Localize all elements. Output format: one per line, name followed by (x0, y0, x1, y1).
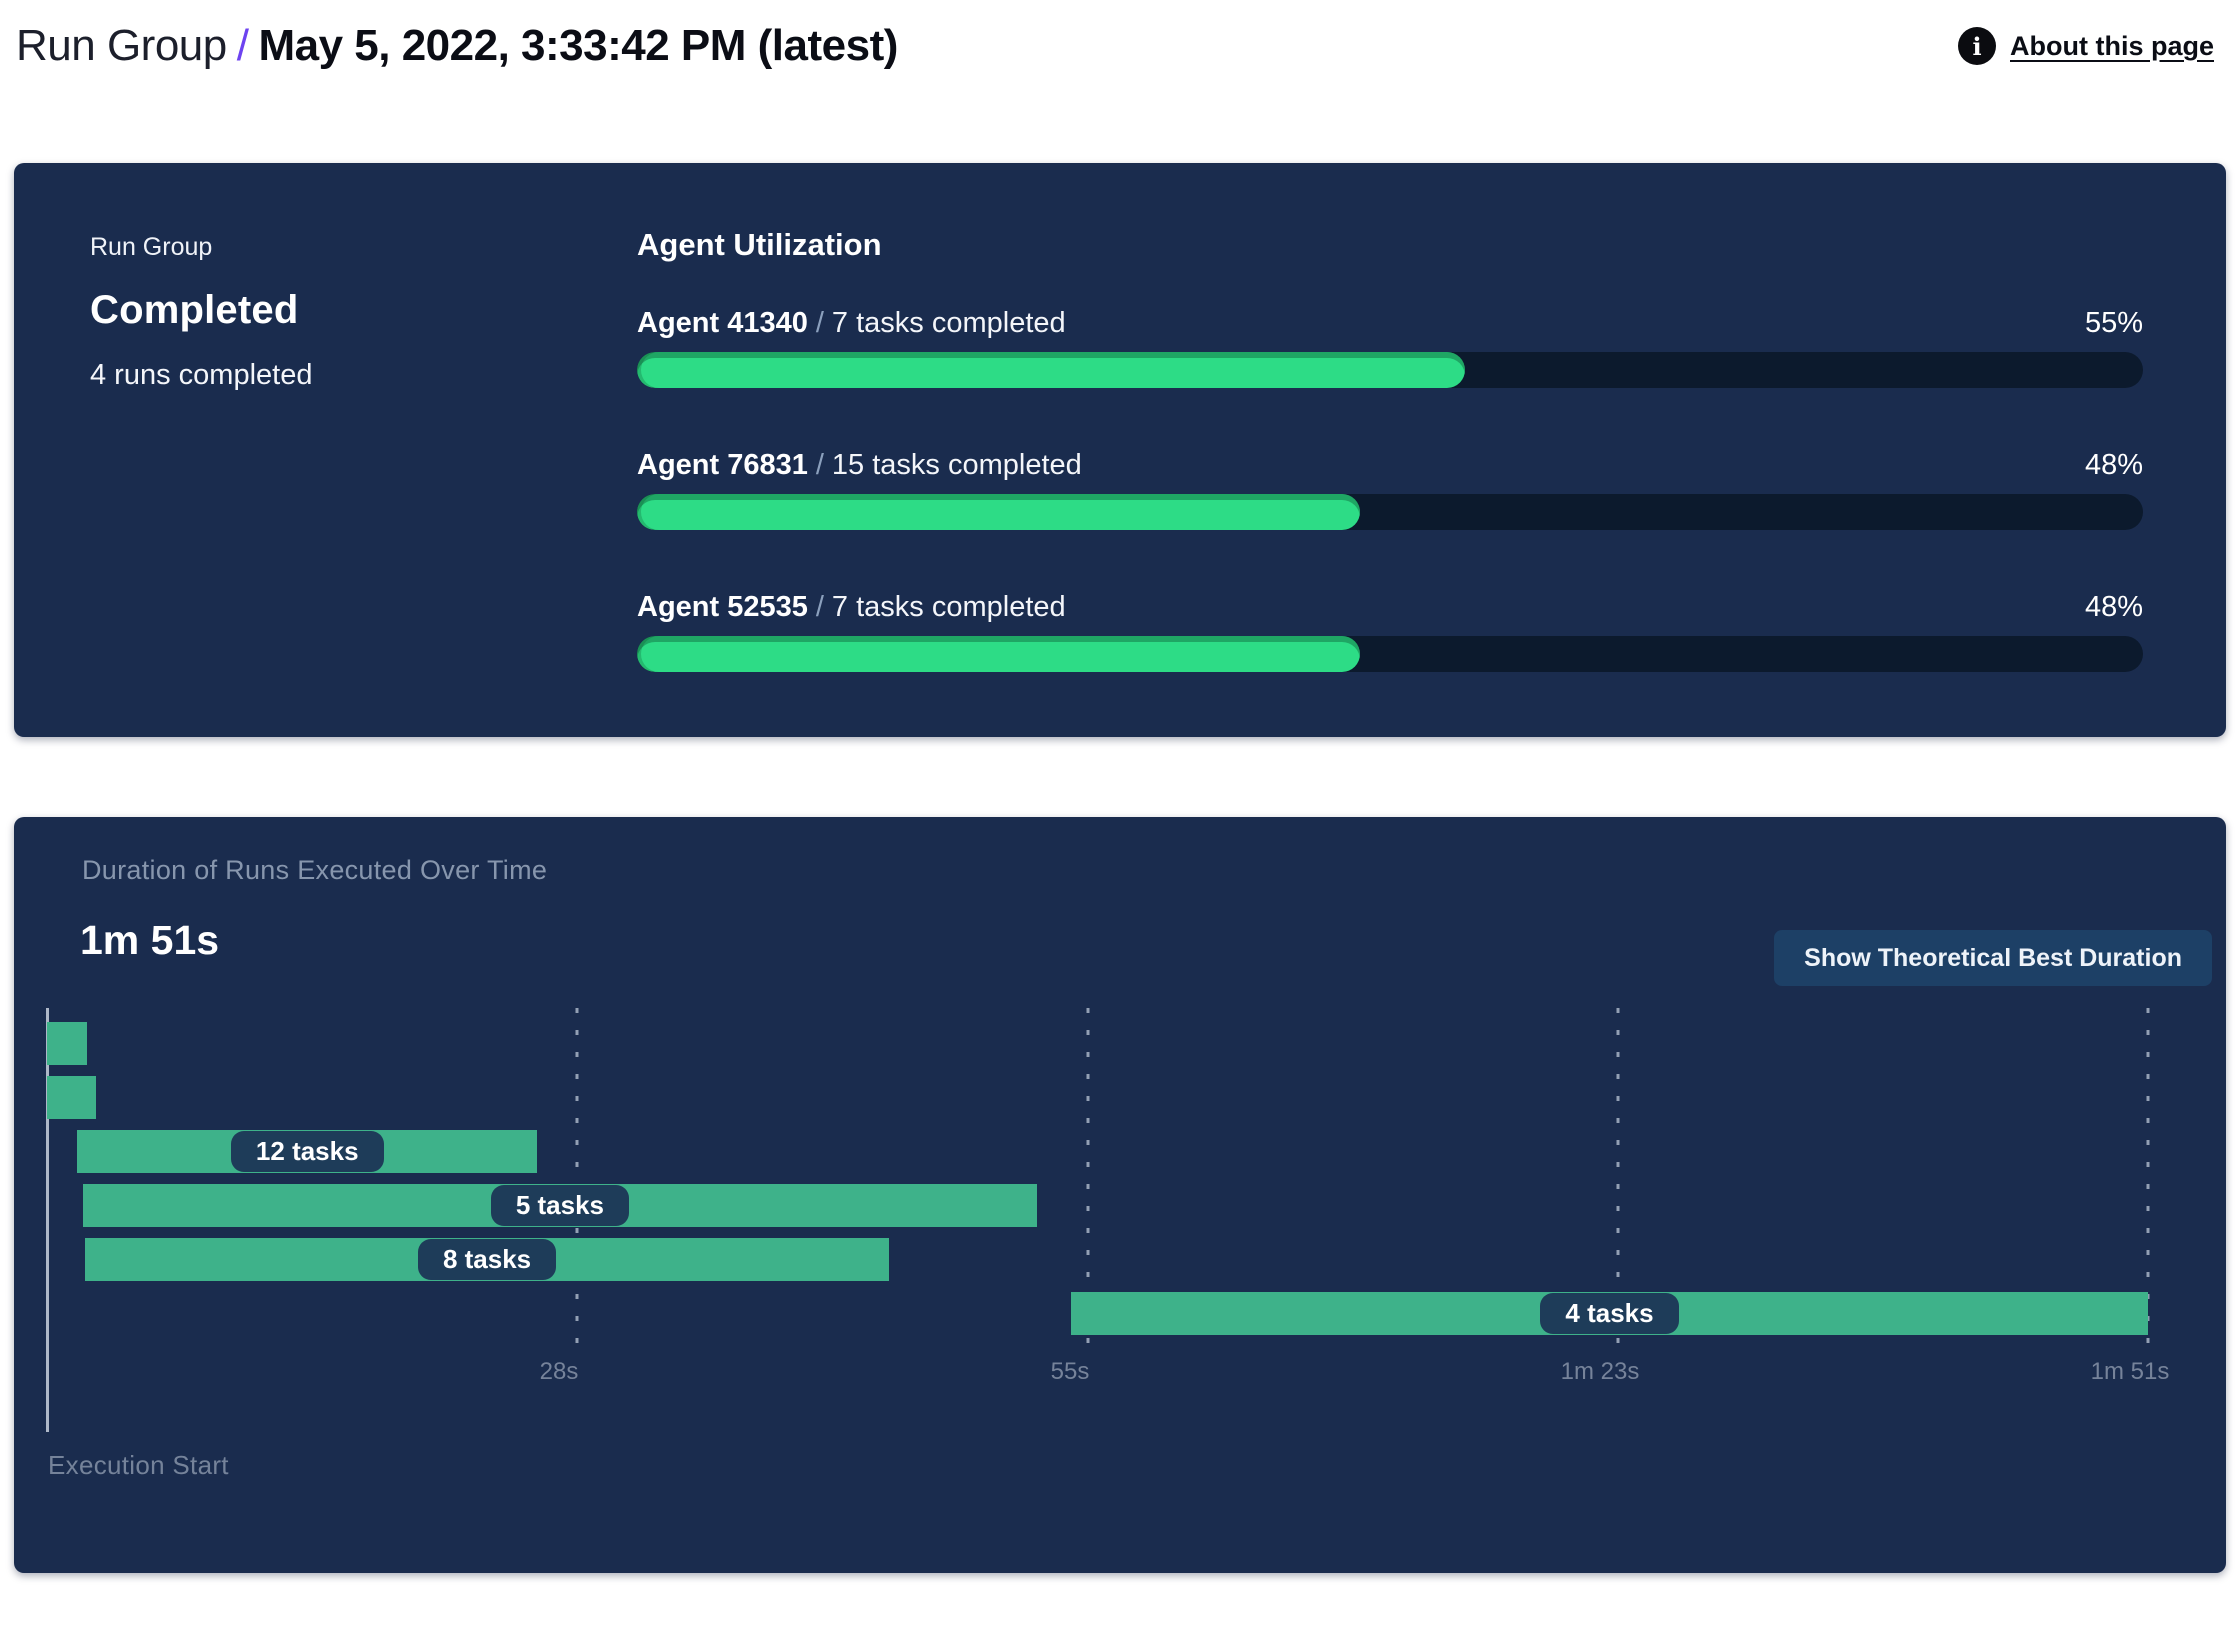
gantt-gridline (575, 1008, 579, 1350)
agent-separator: / (815, 307, 824, 339)
agent-name: Agent 41340 (637, 307, 808, 339)
utilization-fill (637, 352, 1466, 388)
utilization-track (637, 494, 2143, 530)
agent-name: Agent 76831 (637, 449, 808, 481)
gantt-bar[interactable]: 8 tasks (84, 1238, 890, 1281)
agent-row: Agent 41340/7 tasks completed 55% (637, 307, 2143, 388)
agent-name: Agent 52535 (637, 591, 808, 623)
duration-chart-title: Duration of Runs Executed Over Time (82, 855, 548, 885)
show-theoretical-best-duration-button[interactable]: Show Theoretical Best Duration (1774, 930, 2212, 986)
agent-separator: / (815, 449, 824, 481)
run-group-eyebrow: Run Group (90, 233, 213, 261)
agent-tasks: 7 tasks completed (831, 307, 1066, 339)
task-count-badge: 4 tasks (1540, 1293, 1679, 1334)
about-this-page[interactable]: i About this page (1958, 27, 2214, 65)
gantt-bar[interactable]: 4 tasks (1071, 1292, 2148, 1335)
task-count-badge: 12 tasks (230, 1131, 384, 1172)
runs-completed-count: 4 runs completed (90, 359, 313, 391)
agent-percent: 48% (2084, 591, 2143, 623)
gantt-gridline (1086, 1008, 1090, 1350)
task-count-badge: 8 tasks (417, 1239, 557, 1280)
agent-utilization-section: Agent Utilization Agent 41340/7 tasks co… (637, 225, 2143, 677)
page-header: Run Group / May 5, 2022, 3:33:42 PM (lates… (0, 0, 2240, 78)
breadcrumb-root[interactable]: Run Group (16, 20, 227, 70)
run-status: Completed (90, 288, 299, 332)
utilization-track (637, 636, 2143, 672)
execution-start-label: Execution Start (48, 1450, 229, 1480)
agent-percent: 48% (2084, 449, 2143, 481)
gantt-bar[interactable] (47, 1076, 97, 1119)
gantt-bar[interactable]: 12 tasks (77, 1130, 538, 1173)
gantt-gridline (2146, 1008, 2150, 1350)
execution-start-line (46, 1008, 49, 1432)
agent-utilization-title: Agent Utilization (637, 227, 882, 262)
agent-tasks: 15 tasks completed (831, 449, 1082, 481)
gantt-bar[interactable]: 5 tasks (82, 1184, 1037, 1227)
page-title: May 5, 2022, 3:33:42 PM (latest) (258, 20, 898, 70)
breadcrumb: Run Group / May 5, 2022, 3:33:42 PM (lates… (16, 21, 898, 72)
breadcrumb-separator: / (236, 20, 249, 70)
gantt-tick-label: 28s (539, 1358, 579, 1385)
info-icon[interactable]: i (1958, 27, 1996, 65)
gantt-bar[interactable] (47, 1022, 87, 1065)
utilization-track (637, 352, 2143, 388)
utilization-fill (637, 494, 1360, 530)
gantt-tick-label: 1m 23s (1560, 1358, 1640, 1385)
agent-row: Agent 76831/15 tasks completed 48% (637, 449, 2143, 530)
run-group-summary: Run Group Completed 4 runs completed (90, 225, 637, 677)
agent-separator: / (815, 591, 824, 623)
gantt-gridline (1616, 1008, 1620, 1350)
agent-rows: Agent 41340/7 tasks completed 55% Agent … (637, 307, 2143, 672)
agent-tasks: 7 tasks completed (831, 591, 1066, 623)
task-count-badge: 5 tasks (490, 1185, 630, 1226)
summary-panel: Run Group Completed 4 runs completed Age… (14, 163, 2226, 737)
gantt-tick-label: 1m 51s (2090, 1358, 2170, 1385)
gantt-chart: 28s 55s 1m 23s 1m 51s 12 tasks 5 tasks 8 tasks… (47, 1008, 2169, 1385)
utilization-fill (637, 636, 1360, 672)
agent-percent: 55% (2084, 307, 2143, 339)
total-duration: 1m 51s (80, 917, 220, 963)
gantt-tick-label: 55s (1050, 1358, 1090, 1385)
duration-panel: Duration of Runs Executed Over Time 1m 5… (14, 817, 2226, 1573)
agent-row: Agent 52535/7 tasks completed 48% (637, 591, 2143, 672)
about-this-page-link[interactable]: About this page (2010, 30, 2214, 61)
